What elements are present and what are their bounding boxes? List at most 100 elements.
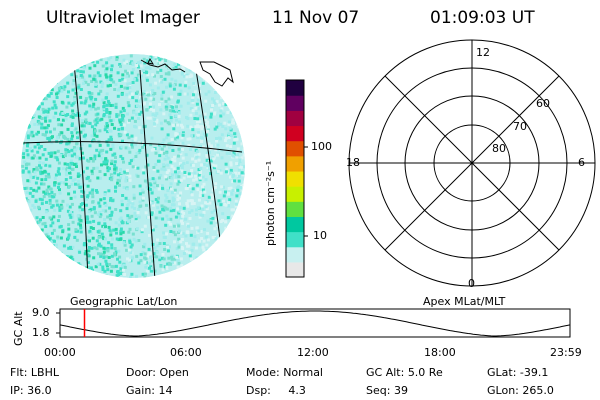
- intensity-pixel: [205, 67, 209, 71]
- intensity-pixel: [31, 156, 35, 160]
- intensity-pixel: [73, 100, 77, 104]
- intensity-pixel: [124, 69, 128, 73]
- intensity-pixel: [226, 216, 230, 220]
- intensity-pixel: [123, 61, 127, 65]
- intensity-pixel: [28, 268, 31, 272]
- intensity-pixel: [103, 201, 107, 205]
- intensity-pixel: [30, 60, 34, 64]
- intensity-pixel: [157, 159, 161, 163]
- intensity-pixel: [90, 172, 94, 176]
- intensity-pixel: [78, 64, 82, 68]
- intensity-pixel: [98, 170, 102, 173]
- intensity-pixel: [79, 230, 83, 234]
- intensity-pixel: [37, 89, 41, 93]
- intensity-pixel: [127, 104, 131, 108]
- intensity-pixel: [224, 162, 228, 166]
- intensity-pixel: [108, 228, 112, 232]
- intensity-pixel: [160, 60, 164, 64]
- intensity-pixel: [237, 106, 241, 110]
- intensity-pixel: [231, 238, 235, 242]
- intensity-pixel: [98, 252, 102, 256]
- intensity-pixel: [176, 207, 180, 211]
- intensity-pixel: [114, 82, 118, 86]
- intensity-pixel: [128, 239, 132, 243]
- intensity-pixel: [102, 237, 106, 241]
- gain-label: Gain: 14: [126, 384, 173, 397]
- intensity-pixel: [195, 155, 199, 159]
- intensity-pixel: [90, 246, 94, 250]
- intensity-pixel: [22, 152, 26, 156]
- intensity-pixel: [214, 148, 218, 152]
- intensity-pixel: [176, 60, 180, 64]
- intensity-pixel: [235, 162, 239, 166]
- intensity-pixel: [35, 216, 39, 220]
- intensity-pixel: [160, 97, 164, 101]
- intensity-pixel: [32, 244, 36, 248]
- intensity-pixel: [166, 103, 170, 107]
- intensity-pixel: [200, 237, 204, 240]
- intensity-pixel: [128, 86, 132, 89]
- intensity-pixel: [82, 124, 86, 128]
- intensity-pixel: [120, 171, 124, 175]
- intensity-pixel: [22, 247, 26, 250]
- intensity-pixel: [128, 95, 132, 99]
- intensity-pixel: [63, 270, 67, 274]
- intensity-pixel: [176, 198, 180, 202]
- intensity-pixel: [79, 88, 83, 91]
- latitude-line: [21, 141, 243, 153]
- intensity-pixel: [33, 122, 37, 126]
- intensity-pixel: [93, 74, 97, 78]
- intensity-pixel: [96, 56, 99, 59]
- intensity-pixel: [38, 92, 42, 96]
- intensity-pixel: [198, 68, 202, 72]
- intensity-pixel: [101, 265, 105, 269]
- intensity-pixel: [191, 128, 195, 132]
- intensity-pixel: [57, 273, 61, 276]
- intensity-pixel: [224, 190, 227, 194]
- intensity-pixel: [90, 274, 94, 278]
- intensity-pixel: [165, 107, 169, 111]
- intensity-pixel: [67, 192, 71, 196]
- intensity-pixel: [170, 144, 174, 148]
- intensity-pixel: [214, 164, 218, 168]
- intensity-pixel: [73, 152, 77, 156]
- intensity-pixel: [197, 130, 201, 134]
- intensity-pixel: [152, 252, 156, 256]
- intensity-pixel: [177, 132, 181, 135]
- intensity-pixel: [46, 235, 50, 239]
- intensity-pixel: [127, 120, 130, 124]
- intensity-pixel: [169, 209, 173, 213]
- intensity-pixel: [98, 210, 102, 214]
- intensity-pixel: [75, 131, 79, 135]
- intensity-pixel: [77, 83, 81, 87]
- intensity-pixel: [40, 228, 44, 232]
- intensity-pixel: [45, 272, 49, 276]
- intensity-pixel: [75, 142, 79, 146]
- intensity-pixel: [83, 112, 87, 116]
- intensity-pixel: [188, 217, 192, 220]
- intensity-pixel: [216, 245, 220, 249]
- intensity-pixel: [240, 91, 244, 95]
- intensity-pixel: [193, 274, 196, 278]
- intensity-pixel: [64, 67, 68, 70]
- intensity-pixel: [77, 133, 81, 137]
- intensity-pixel: [198, 114, 202, 118]
- intensity-pixel: [201, 194, 205, 197]
- intensity-pixel: [244, 76, 245, 80]
- intensity-pixel: [138, 126, 142, 130]
- intensity-pixel: [107, 256, 111, 259]
- intensity-pixel: [82, 66, 86, 70]
- intensity-pixel: [130, 243, 134, 247]
- intensity-pixel: [43, 148, 47, 151]
- intensity-pixel: [57, 86, 61, 90]
- intensity-pixel: [214, 218, 218, 222]
- intensity-pixel: [199, 145, 203, 149]
- intensity-pixel: [125, 207, 129, 211]
- colorbar-segment: [286, 95, 304, 111]
- intensity-pixel: [23, 123, 27, 126]
- intensity-pixel: [145, 269, 149, 273]
- intensity-pixel: [223, 231, 227, 235]
- intensity-pixel: [158, 61, 162, 65]
- intensity-pixel: [217, 77, 220, 81]
- intensity-pixel: [148, 67, 152, 70]
